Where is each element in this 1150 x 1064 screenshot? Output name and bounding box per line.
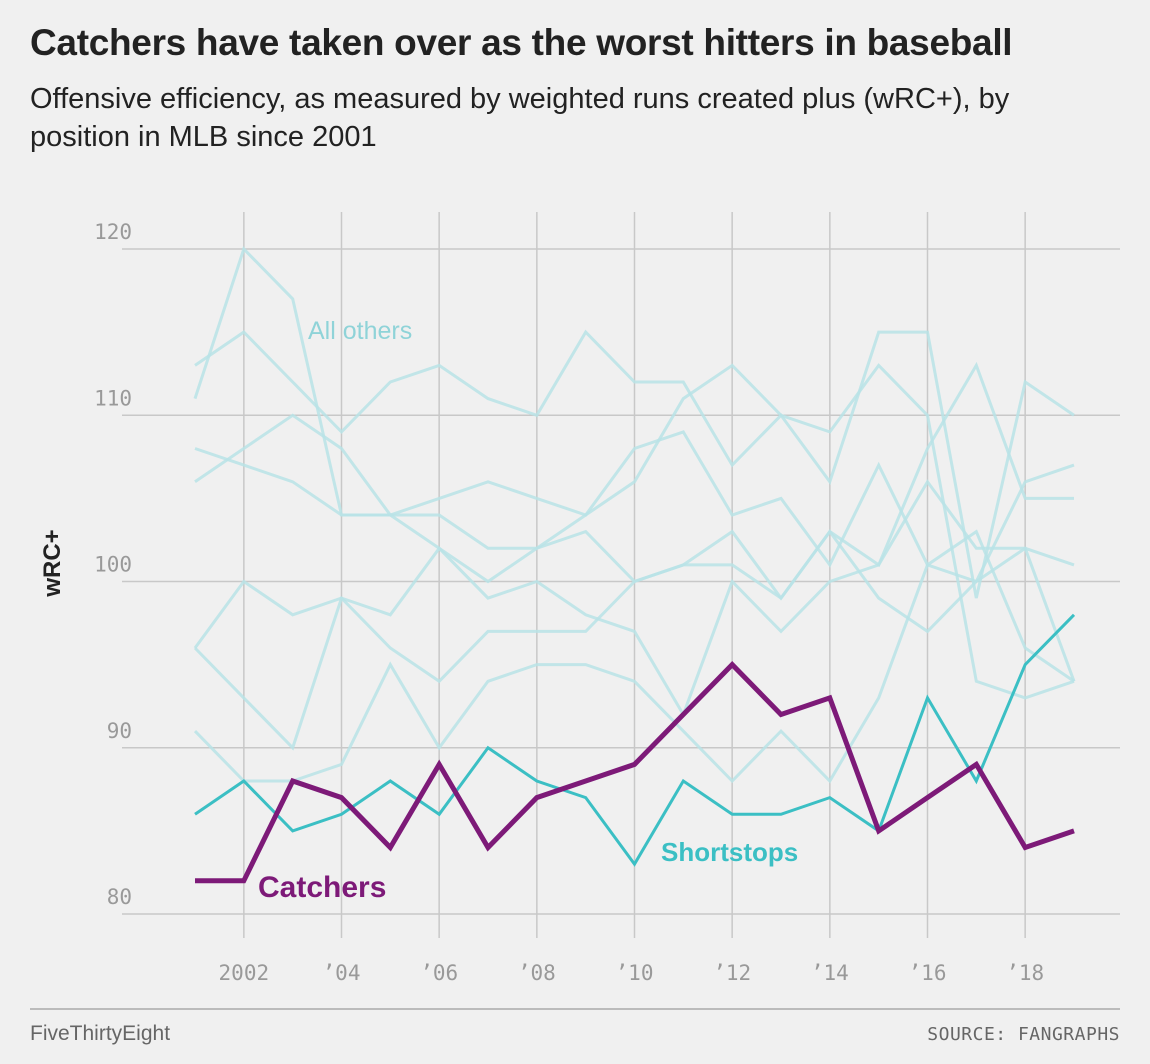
y-axis-label: wRC+ bbox=[39, 529, 66, 597]
x-tick-label-2008: ’08 bbox=[518, 961, 556, 985]
annotation-shortstops: Shortstops bbox=[661, 837, 798, 867]
chart-subtitle: Offensive efficiency, as measured by wei… bbox=[30, 83, 1010, 153]
y-tick-label-110: 110 bbox=[94, 386, 132, 410]
x-tick-label-2002: 2002 bbox=[219, 961, 270, 985]
footer-divider bbox=[30, 1008, 1120, 1010]
series-line-others-5 bbox=[193, 363, 1075, 751]
y-tick-label-120: 120 bbox=[94, 220, 132, 244]
annotation-catchers: Catchers bbox=[258, 871, 386, 904]
annotation-all-others: All others bbox=[308, 317, 412, 345]
x-tick-label-2012: ’12 bbox=[713, 961, 751, 985]
x-tick-label-2018: ’18 bbox=[1006, 961, 1044, 985]
y-tick-label-100: 100 bbox=[94, 553, 132, 577]
x-tick-label-2006: ’06 bbox=[420, 961, 458, 985]
y-tick-label-90: 90 bbox=[107, 719, 132, 743]
x-tick-label-2016: ’16 bbox=[909, 961, 947, 985]
x-tick-label-2014: ’14 bbox=[811, 961, 849, 985]
line-chart: 80 90 100 110 120 2002 ’04 ’06 ’08 ’10 ’12 ’14 ’16 ’… bbox=[39, 212, 1120, 985]
series-line-others-0 bbox=[194, 329, 1075, 599]
footer-source: SOURCE: FANGRAPHS bbox=[927, 1024, 1120, 1045]
y-tick-labels: 80 90 100 110 120 bbox=[94, 220, 132, 909]
series-line-others-6 bbox=[193, 529, 1075, 784]
x-tick-labels: 2002 ’04 ’06 ’08 ’10 ’12 ’14 ’16 ’18 bbox=[219, 961, 1045, 985]
footer-brand: FiveThirtyEight bbox=[30, 1022, 171, 1045]
series-line-catchers bbox=[195, 661, 1075, 884]
highlight-series-lines bbox=[194, 613, 1076, 884]
x-tick-label-2004: ’04 bbox=[323, 961, 361, 985]
y-tick-label-80: 80 bbox=[107, 885, 132, 909]
others-series-lines bbox=[193, 246, 1076, 784]
series-line-shortstops bbox=[194, 613, 1076, 867]
x-tick-label-2010: ’10 bbox=[616, 961, 654, 985]
y-gridlines bbox=[122, 248, 1120, 915]
series-line-others-3 bbox=[194, 413, 1076, 718]
chart-title: Catchers have taken over as the worst hi… bbox=[30, 22, 1013, 63]
